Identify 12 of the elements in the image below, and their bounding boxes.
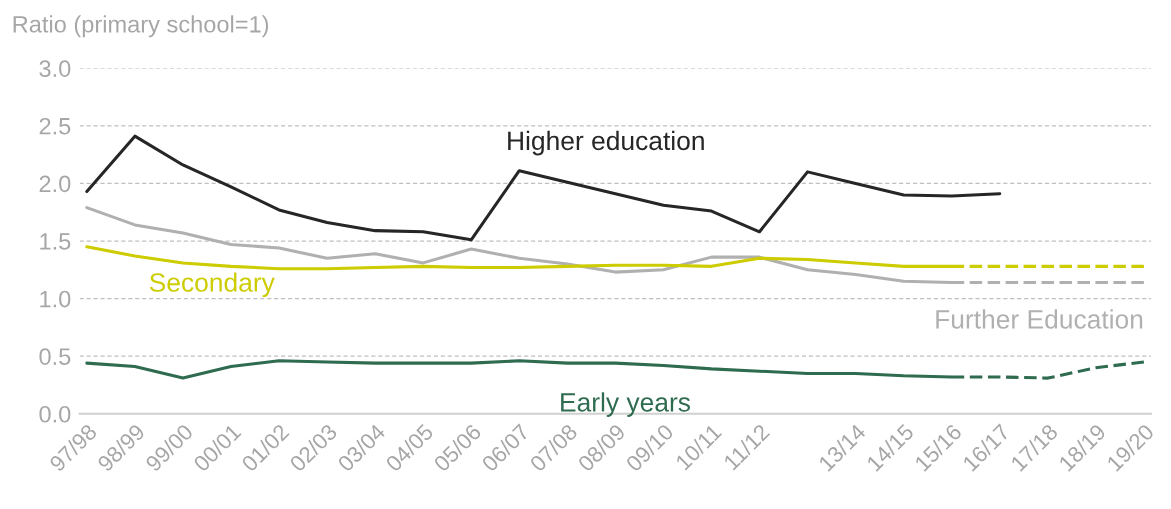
y-tick-label: 3.0 (39, 60, 71, 77)
y-tick-label: 1.5 (40, 233, 71, 250)
y-tick-label: 0.0 (39, 405, 71, 423)
y-tick-label: 2.5 (39, 117, 71, 135)
series-label: Further Education (936, 309, 1143, 329)
series-label: Higher education (508, 130, 704, 156)
series-label: Secondary (149, 272, 275, 298)
y-tick-label: 2.0 (39, 175, 71, 193)
y-tick-label: 1.0 (40, 290, 71, 308)
y-axis-title: Ratio (primary school=1) (13, 15, 269, 38)
y-tick-label: 0.5 (39, 348, 71, 365)
series-label: Early years (561, 392, 691, 417)
